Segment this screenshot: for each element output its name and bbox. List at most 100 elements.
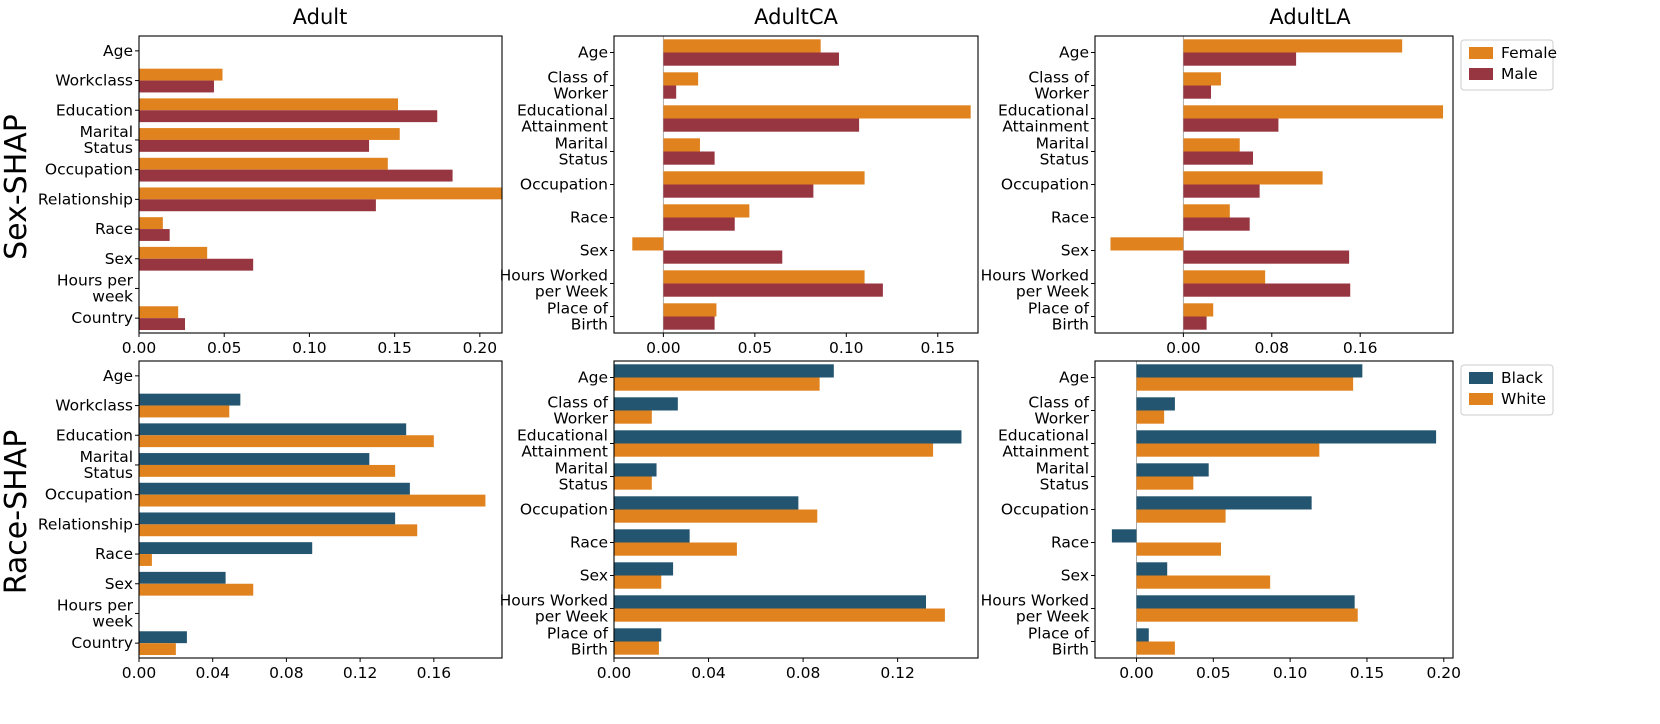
x-tick-label: 0.10 bbox=[1273, 664, 1308, 682]
bar-class-of-worker-female bbox=[1183, 72, 1221, 86]
plot-frame bbox=[138, 360, 503, 659]
category-label-workclass: Workclass bbox=[55, 397, 133, 415]
category-label-country: Country bbox=[71, 309, 133, 327]
bar-class-of-worker-white bbox=[1136, 410, 1165, 424]
category-label-age: Age bbox=[578, 44, 608, 62]
x-tick-label: 0.10 bbox=[292, 339, 327, 357]
bar-hours-worked-per-week-male bbox=[1183, 283, 1351, 297]
bar-workclass-female bbox=[139, 68, 223, 81]
bar-race-female bbox=[1183, 204, 1230, 218]
category-label-occupation: Occupation bbox=[520, 176, 608, 194]
bar-occupation-female bbox=[139, 157, 388, 170]
bar-workclass-male bbox=[139, 80, 214, 93]
bar-educational-attainment-white bbox=[1136, 443, 1320, 457]
bar-sex-black bbox=[1136, 562, 1168, 576]
bar-marital-status-male bbox=[1183, 151, 1254, 165]
category-label-marital-status: Marital Status bbox=[555, 460, 608, 494]
x-tick-label: 0.00 bbox=[597, 664, 632, 682]
category-label-age: Age bbox=[103, 367, 133, 385]
x-tick-label: 0.16 bbox=[1343, 339, 1378, 357]
plot-frame bbox=[138, 35, 503, 334]
chart-panels: Age Workclass Education Marital Status Occupa… bbox=[38, 35, 1557, 682]
bar-race-female bbox=[139, 217, 163, 230]
bar-class-of-worker-male bbox=[1183, 85, 1212, 99]
bar-workclass-black bbox=[139, 393, 241, 406]
x-tick-label: 0.00 bbox=[646, 339, 681, 357]
bar-marital-status-black bbox=[614, 463, 657, 477]
bar-place-of-birth-male bbox=[1183, 316, 1207, 330]
col-title-adultca: AdultCA bbox=[754, 5, 838, 29]
category-label-place-of-birth: Place of Birth bbox=[547, 300, 609, 334]
bar-sex-female bbox=[139, 246, 208, 259]
bar-sex-white bbox=[139, 583, 254, 596]
x-tick-label: 0.08 bbox=[269, 664, 304, 682]
col-title-adultla: AdultLA bbox=[1269, 5, 1351, 29]
x-tick-label: 0.08 bbox=[786, 664, 821, 682]
bar-occupation-female bbox=[663, 171, 865, 185]
category-label-sex: Sex bbox=[105, 250, 133, 268]
category-label-race: Race bbox=[1051, 209, 1089, 227]
bar-educational-attainment-female bbox=[1183, 105, 1444, 119]
bar-race-male bbox=[663, 217, 735, 231]
bar-occupation-male bbox=[1183, 184, 1260, 198]
category-label-hours-per-week: Hours per week bbox=[57, 271, 134, 305]
category-label-hours-worked-per-week: Hours Worked per Week bbox=[981, 267, 1089, 301]
bar-hours-worked-per-week-white bbox=[1136, 608, 1358, 622]
category-label-educational-attainment: Educational Attainment bbox=[517, 102, 608, 136]
bar-marital-status-female bbox=[663, 138, 700, 152]
bar-place-of-birth-black bbox=[1136, 628, 1149, 642]
x-tick-label: 0.05 bbox=[1196, 664, 1231, 682]
bar-relationship-male bbox=[139, 199, 376, 212]
legend-label-female: Female bbox=[1501, 44, 1557, 62]
bar-marital-status-male bbox=[663, 151, 715, 165]
bar-age-female bbox=[663, 39, 821, 53]
category-label-hours-worked-per-week: Hours Worked per Week bbox=[981, 592, 1089, 626]
bar-sex-female bbox=[1110, 237, 1184, 251]
category-label-education: Education bbox=[56, 101, 133, 119]
x-tick-label: 0.15 bbox=[377, 339, 412, 357]
bar-occupation-female bbox=[1183, 171, 1323, 185]
category-label-educational-attainment: Educational Attainment bbox=[517, 427, 608, 461]
x-tick-label: 0.15 bbox=[921, 339, 956, 357]
bar-occupation-white bbox=[1136, 509, 1226, 523]
bar-race-white bbox=[139, 554, 152, 566]
category-label-hours-worked-per-week: Hours Worked per Week bbox=[500, 592, 608, 626]
panel-race-adult: Age Workclass Education Marital Status Occupa… bbox=[38, 360, 503, 682]
category-label-hours-per-week: Hours per week bbox=[57, 596, 134, 630]
category-label-sex: Sex bbox=[580, 242, 608, 260]
bar-workclass-white bbox=[139, 405, 230, 418]
plot-frame bbox=[1094, 35, 1454, 334]
x-tick-label: 0.08 bbox=[1255, 339, 1290, 357]
bar-age-white bbox=[614, 377, 820, 391]
bar-occupation-black bbox=[614, 496, 799, 510]
x-tick-label: 0.00 bbox=[1166, 339, 1201, 357]
bar-sex-female bbox=[632, 237, 664, 251]
x-tick-label: 0.00 bbox=[122, 664, 157, 682]
category-label-age: Age bbox=[1059, 44, 1089, 62]
bar-country-black bbox=[139, 631, 187, 644]
bar-age-male bbox=[1183, 52, 1297, 66]
bar-hours-worked-per-week-black bbox=[1136, 595, 1355, 609]
category-label-sex: Sex bbox=[105, 575, 133, 593]
bar-sex-male bbox=[139, 258, 254, 271]
bar-educational-attainment-female bbox=[663, 105, 971, 119]
bar-race-female bbox=[663, 204, 750, 218]
bar-race-white bbox=[614, 542, 737, 556]
bar-country-white bbox=[139, 643, 176, 656]
bar-occupation-male bbox=[139, 169, 453, 182]
category-label-class-of-worker: Class of Worker bbox=[1028, 69, 1089, 103]
bar-relationship-female bbox=[139, 187, 502, 200]
bar-age-female bbox=[1183, 39, 1403, 53]
bar-education-white bbox=[139, 435, 434, 448]
x-tick-label: 0.12 bbox=[880, 664, 915, 682]
category-label-marital-status: Marital Status bbox=[80, 123, 133, 157]
bar-education-female bbox=[139, 98, 399, 111]
bar-class-of-worker-female bbox=[663, 72, 699, 86]
bar-race-white bbox=[1136, 542, 1221, 556]
category-label-class-of-worker: Class of Worker bbox=[1028, 394, 1089, 428]
bar-place-of-birth-female bbox=[663, 303, 717, 317]
legend-swatch-male bbox=[1469, 68, 1493, 80]
